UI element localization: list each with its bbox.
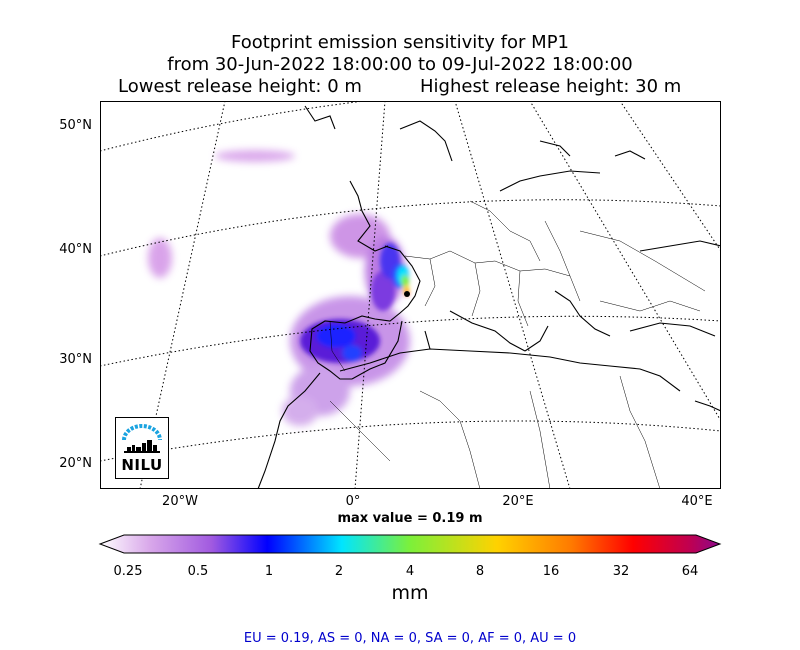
colorbar-tick-0: 0.25	[113, 564, 143, 579]
colorbar-tick-5: 8	[475, 564, 485, 579]
title-line-1: Footprint emission sensitivity for MP1	[230, 32, 569, 53]
map-frame	[100, 101, 721, 489]
footprint-plume	[148, 150, 410, 426]
colorbar-tick-8: 64	[681, 564, 699, 579]
lon-label-20w: 20°W	[162, 494, 198, 509]
lat-label-20n: 20°N	[59, 456, 92, 471]
footprint-map	[100, 101, 721, 489]
colorbar-tick-1: 0.5	[187, 564, 209, 579]
colorbar-tick-7: 32	[612, 564, 630, 579]
colorbar-tick-6: 16	[542, 564, 560, 579]
colorbar	[98, 534, 722, 554]
colorbar-tick-3: 2	[334, 564, 344, 579]
coastlines	[257, 105, 721, 489]
lon-label-40e: 40°E	[681, 494, 713, 509]
lat-label-40n: 40°N	[59, 242, 92, 257]
colorbar-tick-4: 4	[405, 564, 415, 579]
lon-label-0: 0°	[345, 494, 361, 509]
nilu-logo-text: NILU	[121, 456, 163, 474]
country-borders	[329, 200, 706, 489]
nilu-logo: NILU	[115, 417, 169, 479]
nilu-logo-icon	[122, 424, 162, 453]
graticule	[100, 101, 721, 489]
colorbar-unit: mm	[391, 582, 429, 604]
lat-label-30n: 30°N	[59, 352, 92, 367]
colorbar-tick-2: 1	[264, 564, 274, 579]
title-line-2: from 30-Jun-2022 18:00:00 to 09-Jul-2022…	[167, 54, 633, 75]
highest-release-height: Highest release height: 30 m	[420, 76, 682, 97]
lat-label-50n: 50°N	[59, 118, 92, 133]
release-site-marker	[404, 291, 410, 297]
region-summary: EU = 0.19, AS = 0, NA = 0, SA = 0, AF = …	[243, 631, 577, 646]
max-value-label: max value = 0.19 m	[337, 511, 483, 526]
lon-label-20e: 20°E	[502, 494, 534, 509]
lowest-release-height: Lowest release height: 0 m	[118, 76, 362, 97]
